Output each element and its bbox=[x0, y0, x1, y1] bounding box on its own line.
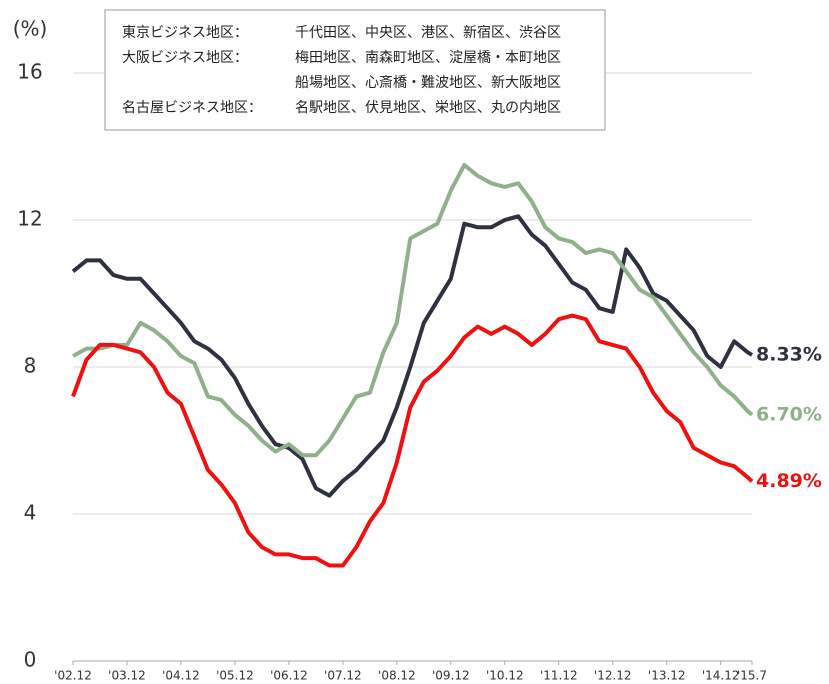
x-tick-label: '04.12 bbox=[162, 669, 200, 683]
x-tick-label: '11.12 bbox=[540, 669, 578, 683]
note-label: 名古屋ビジネス地区： bbox=[122, 100, 262, 116]
y-tick-label: 4 bbox=[24, 501, 37, 525]
x-tick-label: '03.12 bbox=[108, 669, 146, 683]
x-tick-label: '13.12 bbox=[648, 669, 686, 683]
y-tick-label: 12 bbox=[17, 207, 42, 231]
end-label: 4.89% bbox=[756, 470, 822, 492]
series-line bbox=[71, 313, 754, 568]
note-label: 東京ビジネス地区： bbox=[122, 25, 248, 41]
note-areas: 千代田区、中央区、港区、新宿区、渋谷区 bbox=[295, 24, 561, 41]
x-tick-label: '05.12 bbox=[216, 669, 254, 683]
x-tick-label: '06.12 bbox=[270, 669, 308, 683]
note-areas: 名駅地区、伏見地区、栄地区、丸の内地区 bbox=[295, 100, 561, 116]
note-areas: 梅田地区、南森町地区、淀屋橋・本町地区 bbox=[295, 50, 561, 66]
y-tick-label: 16 bbox=[17, 60, 42, 84]
note-areas: 船場地区、心斎橋・難波地区、新大阪地区 bbox=[295, 74, 561, 91]
x-tick-label: '15.7 bbox=[737, 669, 767, 683]
series-line bbox=[72, 162, 754, 458]
end-label: 6.70% bbox=[756, 403, 822, 425]
x-tick-label: '14.12 bbox=[702, 669, 740, 683]
x-tick-label: '12.12 bbox=[594, 669, 632, 683]
x-tick-label: '08.12 bbox=[378, 669, 416, 683]
y-tick-label: 8 bbox=[24, 354, 37, 378]
note-label: 大阪ビジネス地区： bbox=[122, 50, 248, 66]
y-tick-label: 0 bbox=[24, 648, 37, 672]
note-frame bbox=[104, 9, 606, 131]
y-axis-label: (%) bbox=[13, 17, 48, 41]
end-label: 8.33% bbox=[756, 343, 822, 365]
x-tick-label: '10.12 bbox=[486, 669, 524, 683]
series-line bbox=[71, 214, 754, 498]
x-tick-label: '07.12 bbox=[324, 669, 362, 683]
x-tick-label: '09.12 bbox=[432, 669, 470, 683]
x-tick-label: '02.12 bbox=[54, 669, 92, 683]
